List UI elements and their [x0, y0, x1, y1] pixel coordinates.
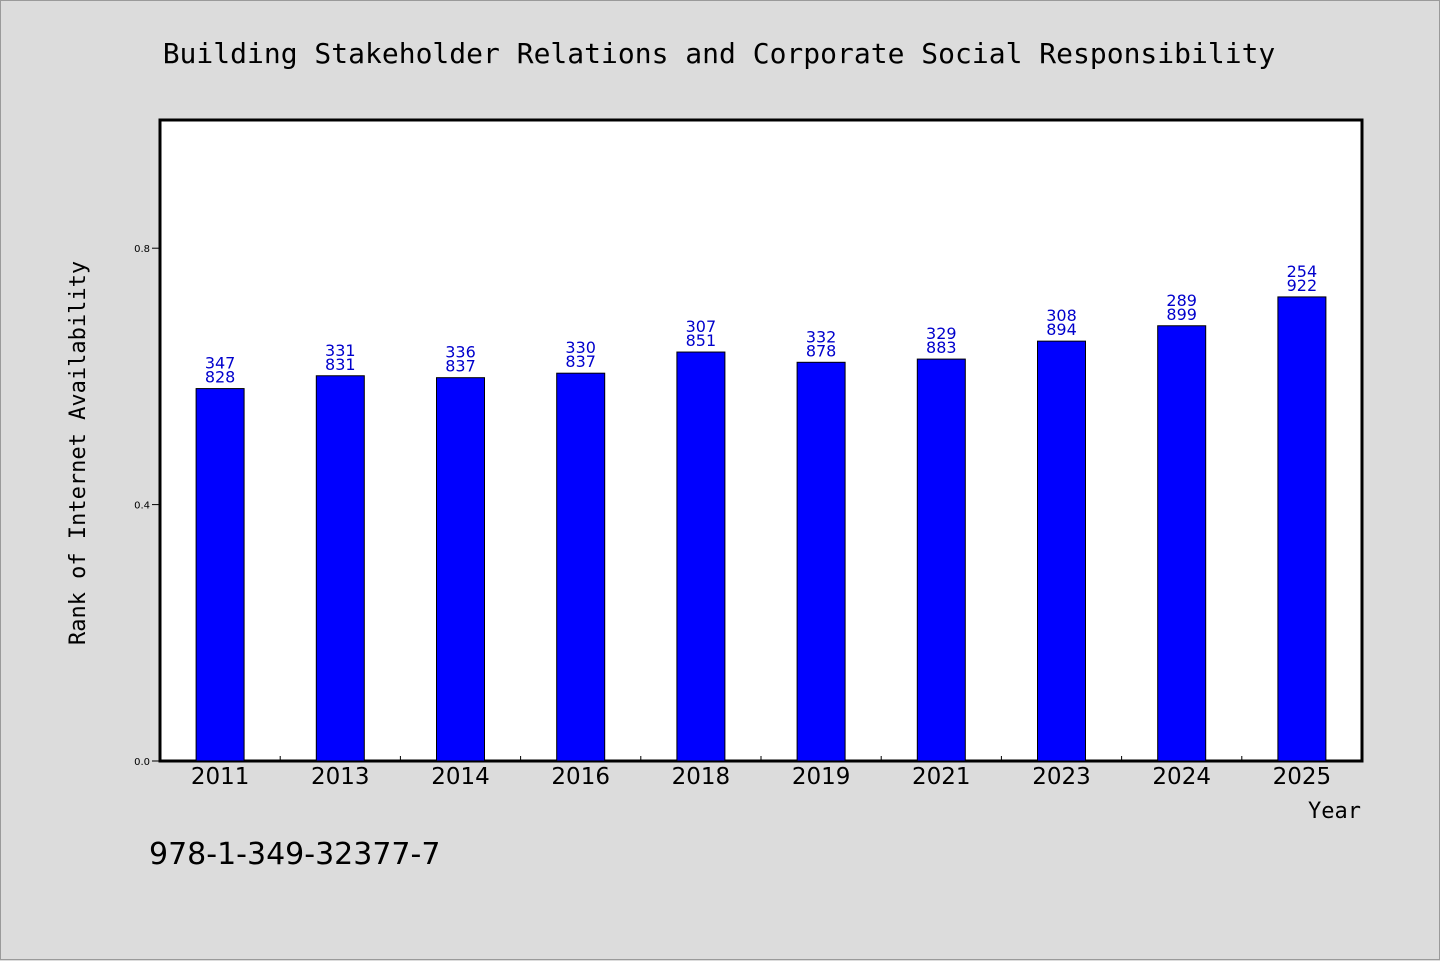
y-tick-label: 0.4 — [134, 501, 150, 512]
y-tick-label: 0.8 — [134, 244, 150, 255]
data-label-bottom: 878 — [806, 341, 837, 360]
x-tick-label: 2023 — [1032, 764, 1091, 790]
data-label-bottom: 837 — [445, 357, 476, 376]
bar — [1277, 296, 1327, 762]
y-axis-label: Rank of Internet Availability — [66, 261, 91, 645]
data-label-top: 308 — [1046, 306, 1077, 325]
bar — [315, 375, 365, 762]
isbn-text: 978-1-349-32377-7 — [149, 837, 440, 872]
data-label-bottom: 922 — [1287, 276, 1318, 295]
x-tick-label: 2014 — [431, 764, 490, 790]
y-axis: 0.0 0.4 0.8 — [134, 244, 160, 768]
bar — [796, 361, 846, 762]
data-label-bottom: 851 — [686, 331, 717, 350]
bar — [195, 388, 245, 762]
x-tick-label: 2019 — [792, 764, 851, 790]
data-label-top: 332 — [806, 327, 837, 346]
data-label-bottom: 828 — [205, 368, 236, 387]
data-label-top: 329 — [926, 324, 957, 343]
chart-title: Building Stakeholder Relations and Corpo… — [163, 37, 1276, 70]
x-tick-label: 2021 — [912, 764, 971, 790]
data-label-bottom: 831 — [325, 355, 356, 374]
bars — [195, 296, 1327, 762]
bar — [1157, 325, 1207, 762]
bar — [916, 358, 966, 762]
x-tick-label: 2016 — [551, 764, 610, 790]
data-label-bottom: 899 — [1166, 305, 1197, 324]
x-tick-label: 2024 — [1152, 764, 1211, 790]
data-label-top: 289 — [1166, 291, 1197, 310]
x-tick-label: 2011 — [191, 764, 250, 790]
x-axis-label: Year — [1308, 799, 1361, 824]
x-tick-label: 2018 — [672, 764, 731, 790]
x-tick-label: 2013 — [311, 764, 370, 790]
x-axis: 2011 2013 2014 2016 2018 2019 2021 2023 2024 2025 — [191, 756, 1331, 790]
data-label-bottom: 894 — [1046, 320, 1077, 339]
data-label-top: 331 — [325, 341, 356, 360]
data-label-top: 330 — [565, 338, 596, 357]
x-tick-label: 2025 — [1273, 764, 1332, 790]
data-label-bottom: 837 — [565, 352, 596, 371]
bar — [436, 377, 485, 762]
data-label-top: 254 — [1287, 262, 1318, 281]
data-label-top: 336 — [445, 343, 476, 362]
data-label-top: 307 — [686, 317, 717, 336]
data-label-bottom: 883 — [926, 338, 957, 357]
bar — [1037, 340, 1086, 762]
bar — [556, 372, 606, 762]
data-label-top: 347 — [205, 354, 236, 373]
y-tick-label: 0.0 — [134, 757, 150, 768]
bar — [676, 351, 726, 762]
